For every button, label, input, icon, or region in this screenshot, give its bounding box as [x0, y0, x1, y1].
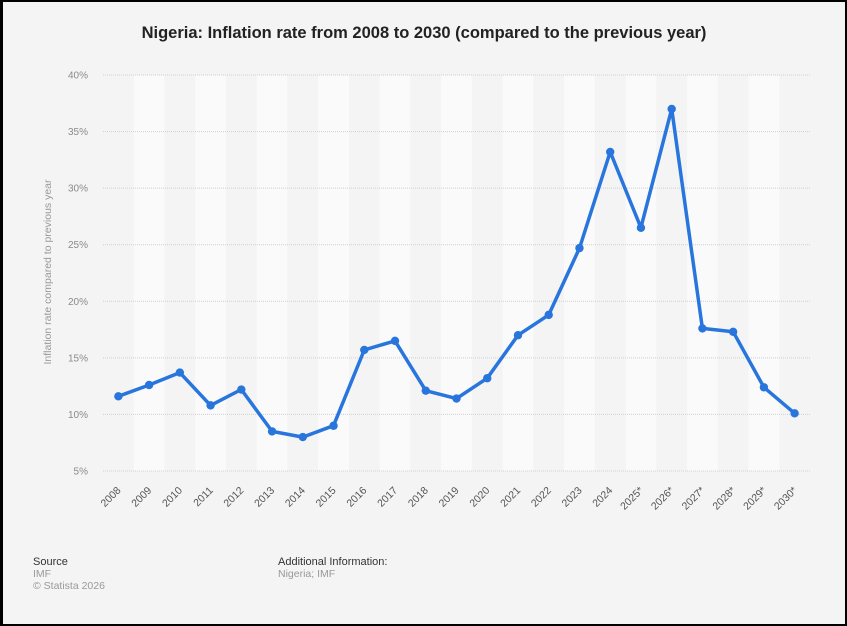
data-point: [237, 385, 246, 394]
source-value: IMF: [33, 568, 52, 580]
y-tick-label: 40%: [68, 71, 88, 82]
x-tick-label: 2014: [283, 485, 308, 510]
y-axis-label: Inflation rate compared to previous year: [42, 179, 54, 365]
source-block: Source IMF © Statista 2026: [33, 556, 105, 592]
column-stripes: [133, 75, 780, 471]
line-chart: 5% 10% 15% 20% 25% 30% 35% 40% 2008 2009 2010 2011…: [42, 71, 810, 513]
data-point: [175, 368, 185, 377]
x-tick-label: 2030*: [772, 485, 800, 513]
x-tick-label: 2018: [406, 485, 431, 510]
x-tick-label: 2023: [560, 485, 585, 510]
x-axis-ticks: 2008 2009 2010 2011 2012 2013 2014 2015 2016 2017…: [98, 485, 799, 513]
x-tick-label: 2027*: [680, 485, 708, 513]
data-point: [790, 409, 799, 418]
column-stripe: [748, 75, 780, 471]
x-tick-label: 2029*: [741, 485, 769, 513]
additional-info-value: Nigeria; IMF: [278, 568, 336, 580]
x-tick-label: 2021: [498, 485, 523, 510]
data-points: [114, 104, 799, 442]
x-tick-label: 2026*: [649, 485, 677, 513]
data-point: [575, 243, 584, 253]
column-stripe: [441, 75, 472, 471]
y-tick-label: 5%: [74, 467, 89, 478]
x-tick-label: 2022: [529, 485, 554, 510]
data-point: [114, 392, 123, 401]
x-tick-label: 2009: [129, 485, 154, 510]
data-point: [605, 147, 615, 157]
chart-frame: Nigeria: Inflation rate from 2008 to 203…: [3, 2, 845, 624]
column-stripe: [256, 75, 288, 471]
x-tick-label: 2011: [191, 485, 216, 510]
column-stripe: [687, 75, 718, 471]
source-heading: Source: [33, 556, 68, 568]
column-stripe: [379, 75, 411, 471]
data-point: [759, 383, 769, 392]
x-tick-label: 2025*: [618, 485, 646, 513]
x-tick-label: 2024: [590, 485, 615, 510]
data-point: [329, 421, 338, 430]
x-tick-label: 2013: [252, 485, 277, 510]
data-point: [144, 380, 154, 390]
column-stripe: [133, 75, 165, 471]
data-point: [667, 104, 676, 114]
y-axis-ticks: 5% 10% 15% 20% 25% 30% 35% 40%: [68, 71, 88, 478]
column-stripe: [195, 75, 226, 471]
data-point: [483, 374, 492, 383]
x-tick-label: 2017: [375, 485, 400, 510]
x-tick-label: 2028*: [710, 485, 738, 513]
x-tick-label: 2008: [98, 485, 123, 510]
chart-title: Nigeria: Inflation rate from 2008 to 203…: [141, 24, 707, 42]
column-stripe: [625, 75, 657, 471]
data-point: [698, 324, 707, 333]
data-point: [636, 223, 646, 232]
data-point: [452, 394, 461, 403]
x-tick-label: 2015: [314, 485, 339, 510]
x-tick-label: 2012: [221, 485, 246, 510]
y-tick-label: 35%: [68, 127, 88, 138]
data-point: [544, 310, 553, 320]
data-point: [513, 331, 523, 340]
copyright[interactable]: © Statista 2026: [33, 580, 105, 592]
additional-info-block: Additional Information: Nigeria; IMF: [278, 556, 387, 580]
y-tick-label: 20%: [68, 297, 88, 308]
additional-info-heading: Additional Information:: [278, 556, 388, 568]
x-tick-label: 2019: [437, 485, 462, 510]
y-tick-label: 25%: [68, 240, 88, 251]
x-tick-label: 2020: [467, 485, 492, 510]
y-tick-label: 30%: [68, 184, 88, 195]
y-tick-label: 10%: [68, 410, 88, 421]
data-point: [298, 432, 308, 442]
x-tick-label: 2010: [160, 485, 185, 510]
data-point: [206, 401, 215, 410]
data-point: [421, 386, 430, 395]
data-point: [360, 345, 369, 355]
data-point: [267, 427, 277, 436]
column-stripe: [318, 75, 349, 471]
data-point: [390, 336, 400, 346]
data-point: [728, 327, 738, 337]
x-tick-label: 2016: [344, 485, 369, 510]
column-stripe: [502, 75, 534, 471]
y-tick-label: 15%: [68, 353, 88, 364]
